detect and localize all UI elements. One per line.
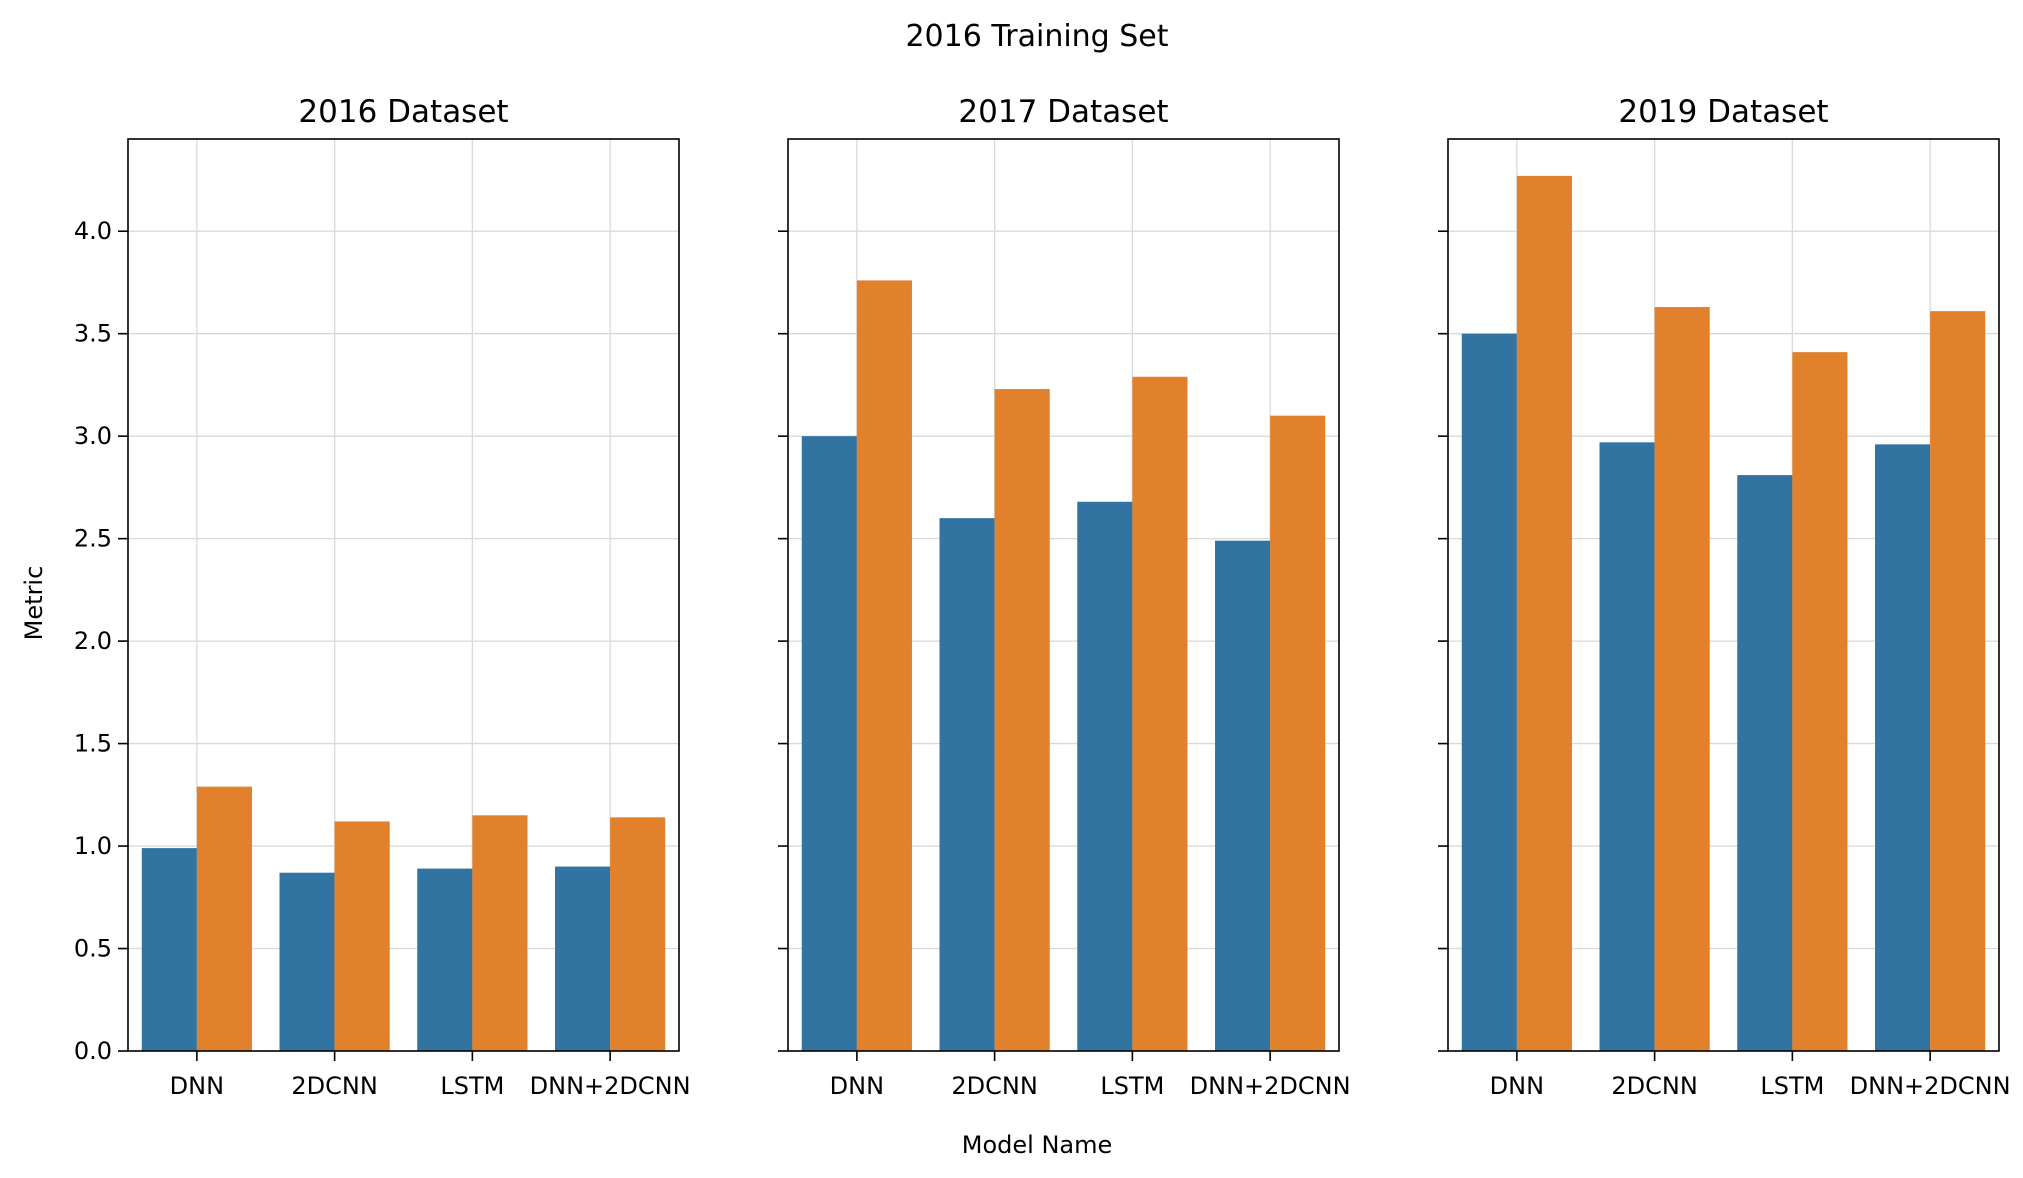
bar-2dcnn-series-2	[994, 389, 1050, 1051]
bar-2dcnn-series-2	[334, 821, 390, 1051]
bar-dnn-series-2	[856, 280, 912, 1051]
y-tick-label: 2.0	[74, 627, 112, 655]
plot-frame	[1447, 138, 2000, 1052]
bar-dnn-series-1	[801, 436, 857, 1051]
bar-dnn-2dcnn-series-2	[610, 817, 666, 1051]
bar-lstm-series-1	[1077, 501, 1133, 1051]
y-tick-label: 4.0	[74, 217, 112, 245]
plot-frame	[787, 138, 1340, 1052]
bar-dnn-series-1	[141, 848, 197, 1051]
subplot-1: 0.0 0.5 1.0 1.5 2.0 2.5 3.0 3.5 4.0 DNN 2DCNN LSTM D…	[74, 94, 691, 1100]
bar-dnn-series-1	[1461, 333, 1517, 1051]
bar-lstm-series-2	[1792, 352, 1848, 1051]
y-tick-label: 2.5	[74, 525, 112, 553]
x-tick-label: 2DCNN	[1611, 1072, 1697, 1100]
y-axis-label: Metric	[20, 566, 48, 641]
bar-dnn-series-2	[196, 786, 252, 1051]
subplot-title: 2016 Dataset	[298, 94, 508, 130]
subplot-title: 2019 Dataset	[1618, 94, 1828, 130]
bar-dnn-2dcnn-series-2	[1270, 415, 1326, 1051]
x-tick-label: LSTM	[1100, 1072, 1164, 1100]
bar-2dcnn-series-1	[1599, 442, 1655, 1051]
y-tick-label: 0.5	[74, 935, 112, 963]
y-tick-label: 3.5	[74, 320, 112, 348]
x-tick-label: DNN+2DCNN	[1190, 1072, 1351, 1100]
bar-2dcnn-series-1	[279, 872, 335, 1051]
subplot-3: DNN 2DCNN LSTM DNN+2DCNN 2019 Dataset	[1438, 94, 2011, 1100]
x-tick-label: LSTM	[1760, 1072, 1824, 1100]
x-tick-label: DNN	[170, 1072, 224, 1100]
bar-dnn-2dcnn-series-2	[1930, 311, 1986, 1051]
bar-dnn-2dcnn-series-1	[1215, 540, 1271, 1051]
subplot-title: 2017 Dataset	[958, 94, 1168, 130]
x-tick-label: 2DCNN	[951, 1072, 1037, 1100]
bar-2dcnn-series-1	[939, 518, 995, 1051]
x-tick-label: DNN+2DCNN	[1850, 1072, 2011, 1100]
x-tick-label: DNN+2DCNN	[530, 1072, 691, 1100]
y-tick-label: 1.5	[74, 730, 112, 758]
x-axis-label: Model Name	[962, 1131, 1113, 1159]
bar-dnn-2dcnn-series-1	[1875, 444, 1931, 1051]
bar-lstm-series-1	[1737, 475, 1793, 1051]
bar-dnn-2dcnn-series-1	[555, 866, 611, 1051]
x-tick-label: DNN	[1490, 1072, 1544, 1100]
y-tick-label: 1.0	[74, 832, 112, 860]
y-tick-label: 0.0	[74, 1037, 112, 1065]
x-tick-label: LSTM	[440, 1072, 504, 1100]
bar-lstm-series-2	[472, 815, 528, 1051]
subplot-2: DNN 2DCNN LSTM DNN+2DCNN 2017 Dataset	[778, 94, 1351, 1100]
bar-dnn-series-2	[1516, 175, 1572, 1051]
plot-frame	[127, 138, 680, 1052]
bar-lstm-series-1	[417, 868, 473, 1051]
figure-title: 2016 Training Set	[905, 19, 1168, 54]
y-tick-label: 3.0	[74, 422, 112, 450]
x-tick-label: 2DCNN	[291, 1072, 377, 1100]
bar-lstm-series-2	[1132, 376, 1188, 1051]
x-tick-label: DNN	[830, 1072, 884, 1100]
bar-2dcnn-series-2	[1654, 307, 1710, 1051]
